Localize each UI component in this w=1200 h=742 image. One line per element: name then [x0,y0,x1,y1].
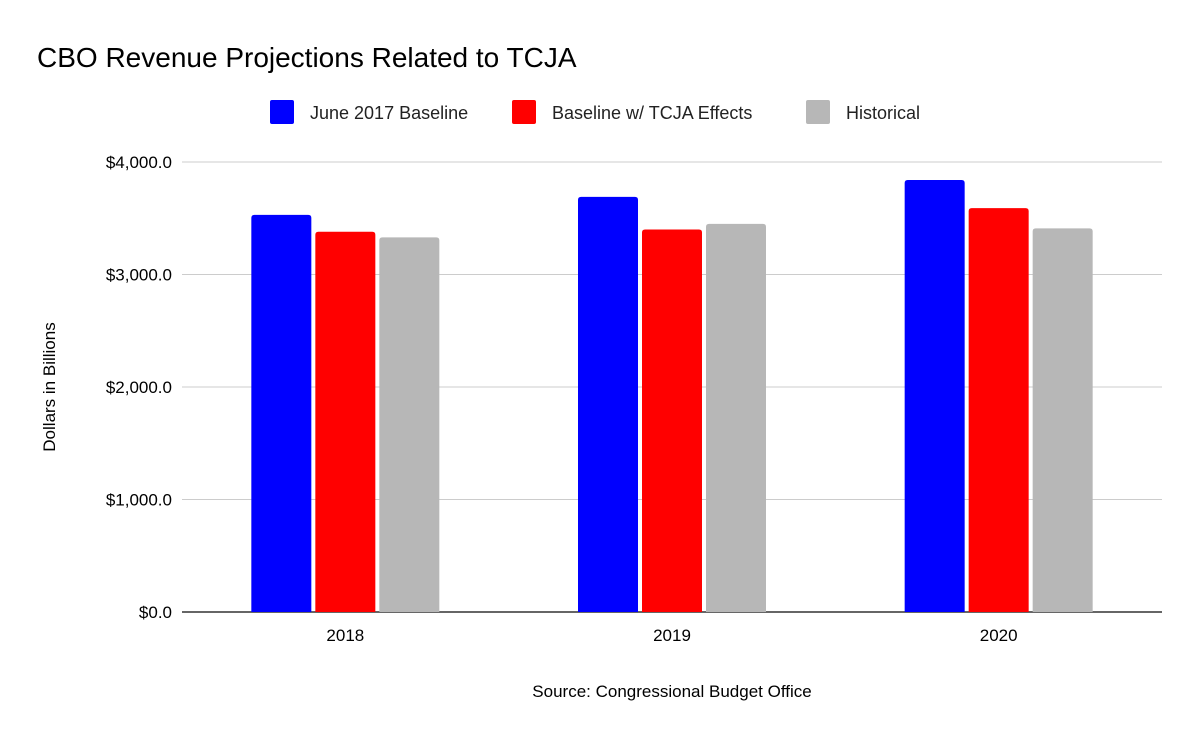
y-tick-label: $4,000.0 [106,153,172,172]
legend-label: Historical [846,103,920,123]
y-tick-label: $1,000.0 [106,491,172,510]
y-tick-label: $3,000.0 [106,266,172,285]
x-axis-label: Source: Congressional Budget Office [532,682,811,701]
y-axis-ticks: $0.0 $1,000.0 $2,000.0 $3,000.0 $4,000.0 [106,153,172,622]
bar-2020-1 [968,208,1029,612]
x-axis-ticks: 2018 2019 2020 [326,626,1017,645]
legend-swatch [512,100,536,124]
legend-label: June 2017 Baseline [310,103,468,123]
legend-swatch [806,100,830,124]
x-tick-label: 2019 [653,626,691,645]
bar-2018-1 [315,231,376,612]
y-tick-label: $2,000.0 [106,378,172,397]
legend-label: Baseline w/ TCJA Effects [552,103,752,123]
bars [251,180,1093,612]
legend: June 2017 Baseline Baseline w/ TCJA Effec… [270,100,920,124]
y-axis-label: Dollars in Billions [40,322,59,451]
bar-2019-2 [706,223,766,612]
bar-2019-1 [642,229,702,612]
x-tick-label: 2020 [980,626,1018,645]
chart-title: CBO Revenue Projections Related to TCJA [37,42,577,73]
bar-2019-0 [578,196,638,612]
legend-swatch [270,100,294,124]
bar-2020-2 [1032,228,1093,612]
bar-2020-0 [904,180,965,612]
x-tick-label: 2018 [326,626,364,645]
bar-2018-2 [379,237,440,612]
bar-2018-0 [251,214,312,612]
y-tick-label: $0.0 [139,603,172,622]
